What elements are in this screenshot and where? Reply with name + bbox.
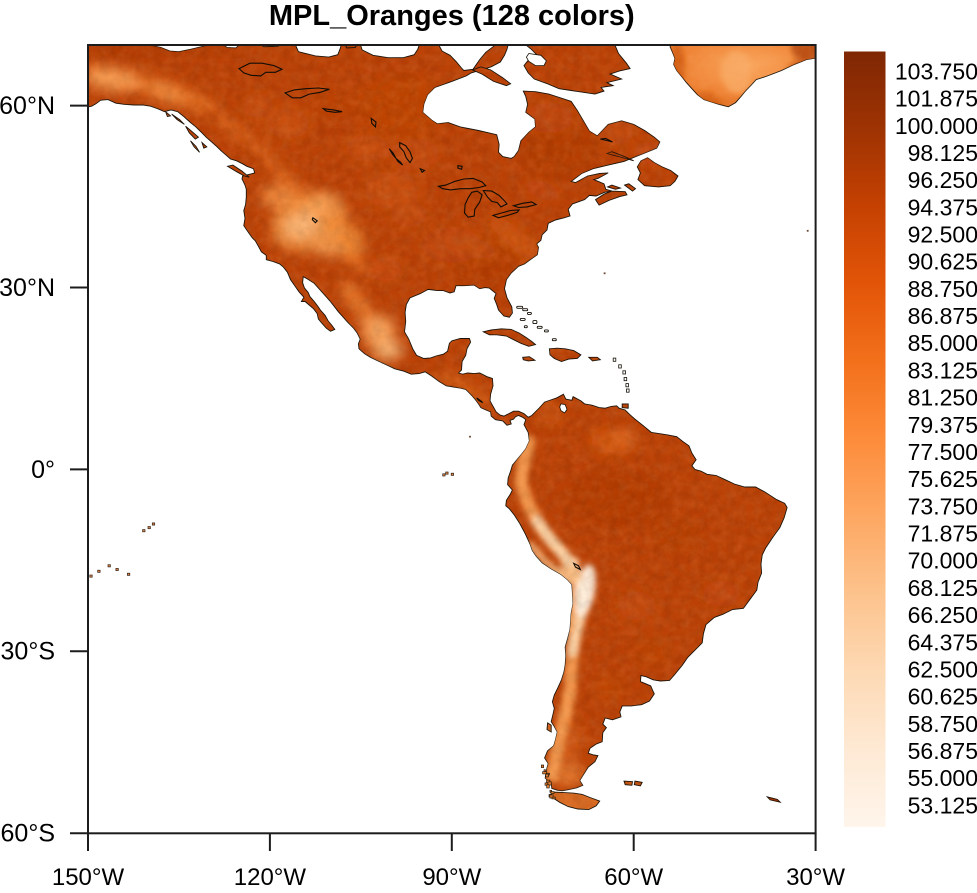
svg-text:101.875: 101.875 — [895, 86, 977, 112]
svg-text:0°: 0° — [31, 456, 55, 484]
svg-text:30°N: 30°N — [0, 274, 55, 302]
svg-text:30°W: 30°W — [786, 864, 845, 888]
svg-text:120°W: 120°W — [234, 864, 307, 888]
svg-text:94.375: 94.375 — [908, 194, 977, 220]
svg-text:77.500: 77.500 — [908, 439, 977, 465]
svg-text:71.875: 71.875 — [908, 521, 977, 547]
svg-text:60.625: 60.625 — [908, 684, 977, 710]
svg-text:58.750: 58.750 — [908, 711, 977, 737]
svg-text:83.125: 83.125 — [908, 357, 977, 383]
svg-text:92.500: 92.500 — [908, 222, 977, 248]
svg-text:62.500: 62.500 — [908, 657, 977, 683]
svg-text:64.375: 64.375 — [908, 629, 977, 655]
svg-text:98.125: 98.125 — [908, 140, 977, 166]
svg-text:81.250: 81.250 — [908, 385, 977, 411]
svg-text:100.000: 100.000 — [895, 113, 977, 139]
svg-text:96.250: 96.250 — [908, 167, 977, 193]
svg-text:30°S: 30°S — [1, 638, 55, 666]
svg-text:53.125: 53.125 — [908, 792, 977, 818]
svg-text:103.750: 103.750 — [895, 58, 977, 84]
svg-text:56.875: 56.875 — [908, 738, 977, 764]
svg-text:73.750: 73.750 — [908, 493, 977, 519]
svg-text:88.750: 88.750 — [908, 276, 977, 302]
svg-text:60°S: 60°S — [1, 820, 55, 848]
svg-text:68.125: 68.125 — [908, 575, 977, 601]
svg-text:86.875: 86.875 — [908, 303, 977, 329]
svg-text:90.625: 90.625 — [908, 249, 977, 275]
svg-text:85.000: 85.000 — [908, 330, 977, 356]
svg-text:MPL_Oranges (128 colors): MPL_Oranges (128 colors) — [269, 0, 635, 32]
svg-text:150°W: 150°W — [52, 864, 125, 888]
svg-text:79.375: 79.375 — [908, 412, 977, 438]
svg-text:60°N: 60°N — [0, 92, 55, 120]
svg-text:70.000: 70.000 — [908, 548, 977, 574]
svg-text:75.625: 75.625 — [908, 466, 977, 492]
svg-text:66.250: 66.250 — [908, 602, 977, 628]
svg-text:60°W: 60°W — [604, 864, 663, 888]
svg-text:90°W: 90°W — [422, 864, 481, 888]
svg-text:55.000: 55.000 — [908, 765, 977, 791]
